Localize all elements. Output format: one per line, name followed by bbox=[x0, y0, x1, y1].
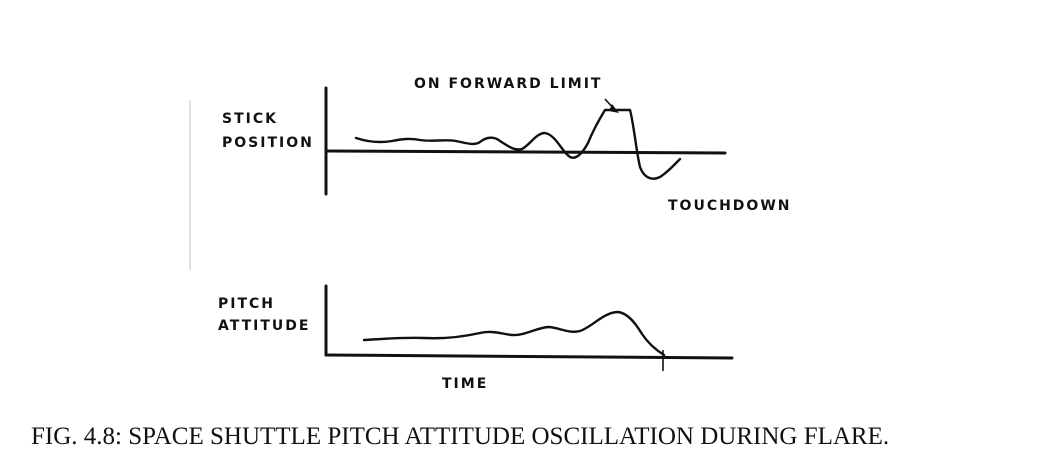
stick-label-line2: POSITION bbox=[222, 135, 314, 151]
time-axis bbox=[324, 353, 734, 360]
forward-limit-label: ON FORWARD LIMIT bbox=[414, 76, 602, 92]
stick-zero-line bbox=[324, 149, 727, 155]
pitch-attitude-trace bbox=[362, 310, 666, 357]
time-axis-label: TIME bbox=[442, 376, 488, 392]
pitch-label-line2: ATTITUDE bbox=[218, 318, 310, 334]
stick-position-trace bbox=[354, 108, 682, 180]
forward-limit-arrowhead bbox=[609, 104, 619, 113]
stick-label-line1: STICK bbox=[222, 111, 278, 127]
touchdown-label: TOUCHDOWN bbox=[668, 198, 792, 214]
pitch-label-line1: PITCH bbox=[218, 296, 275, 312]
figure-caption: FIG. 4.8: SPACE SHUTTLE PITCH ATTITUDE O… bbox=[31, 423, 889, 450]
